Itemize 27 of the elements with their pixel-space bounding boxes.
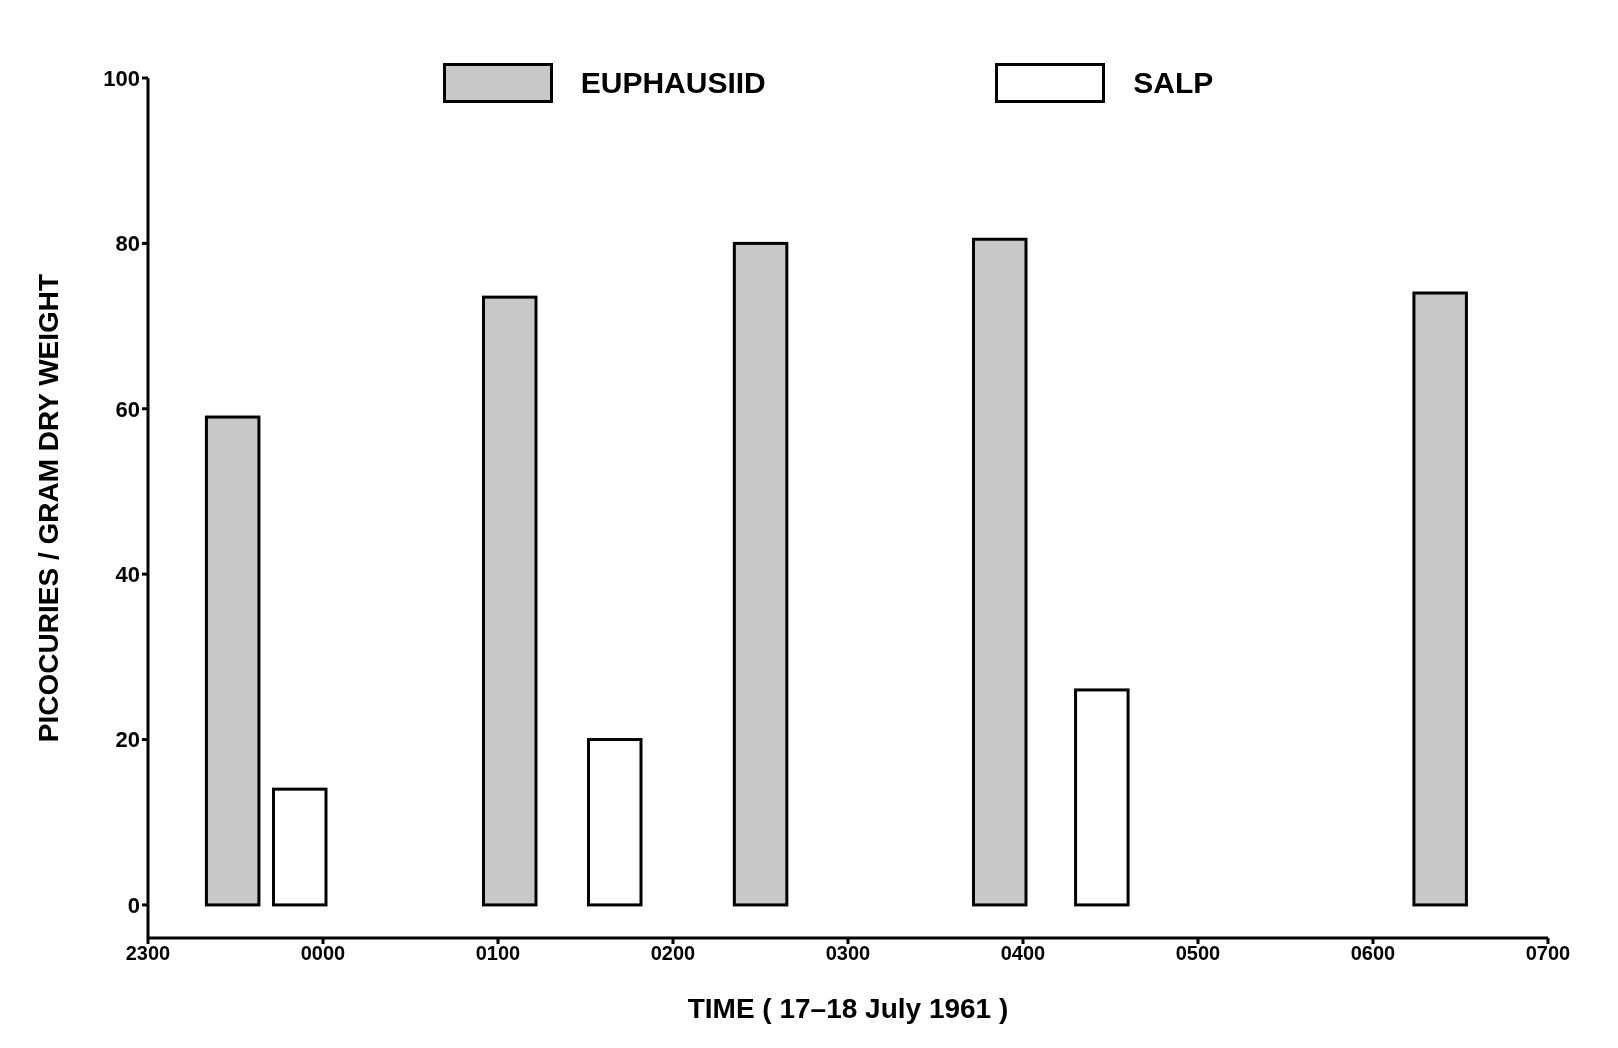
bar — [732, 241, 789, 907]
y-tick-label: 100 — [103, 65, 140, 91]
bar — [272, 787, 328, 907]
legend-label: EUPHAUSIID — [580, 66, 766, 100]
x-tick-label: 0200 — [650, 942, 696, 965]
x-tick-label: 0300 — [825, 942, 871, 965]
y-tick-label: 0 — [127, 892, 140, 918]
x-tick-label: 0100 — [475, 942, 521, 965]
x-tick-label: 0500 — [1175, 942, 1221, 965]
x-tick-label: 2300 — [125, 942, 171, 965]
x-tick-label: 0400 — [1000, 942, 1046, 965]
x-tick-label: 0600 — [1350, 942, 1396, 965]
y-tick-label: 80 — [115, 231, 140, 257]
y-tick-label: 20 — [115, 727, 140, 753]
bar — [972, 237, 1028, 907]
y-axis-title: PICOCURIES / GRAM DRY WEIGHT — [32, 273, 64, 743]
x-tick-label: 0700 — [1525, 942, 1571, 965]
bar — [1412, 291, 1468, 907]
legend-label: SALP — [1133, 66, 1214, 100]
x-tick-label: 0000 — [300, 942, 346, 965]
y-tick-label: 40 — [115, 561, 140, 587]
bar — [587, 738, 643, 907]
y-tick-label: 60 — [115, 396, 140, 422]
bar — [204, 415, 261, 907]
bar — [1074, 688, 1130, 907]
bar — [482, 295, 538, 907]
x-axis-title: TIME ( 17–18 July 1961 ) — [687, 993, 1009, 1024]
